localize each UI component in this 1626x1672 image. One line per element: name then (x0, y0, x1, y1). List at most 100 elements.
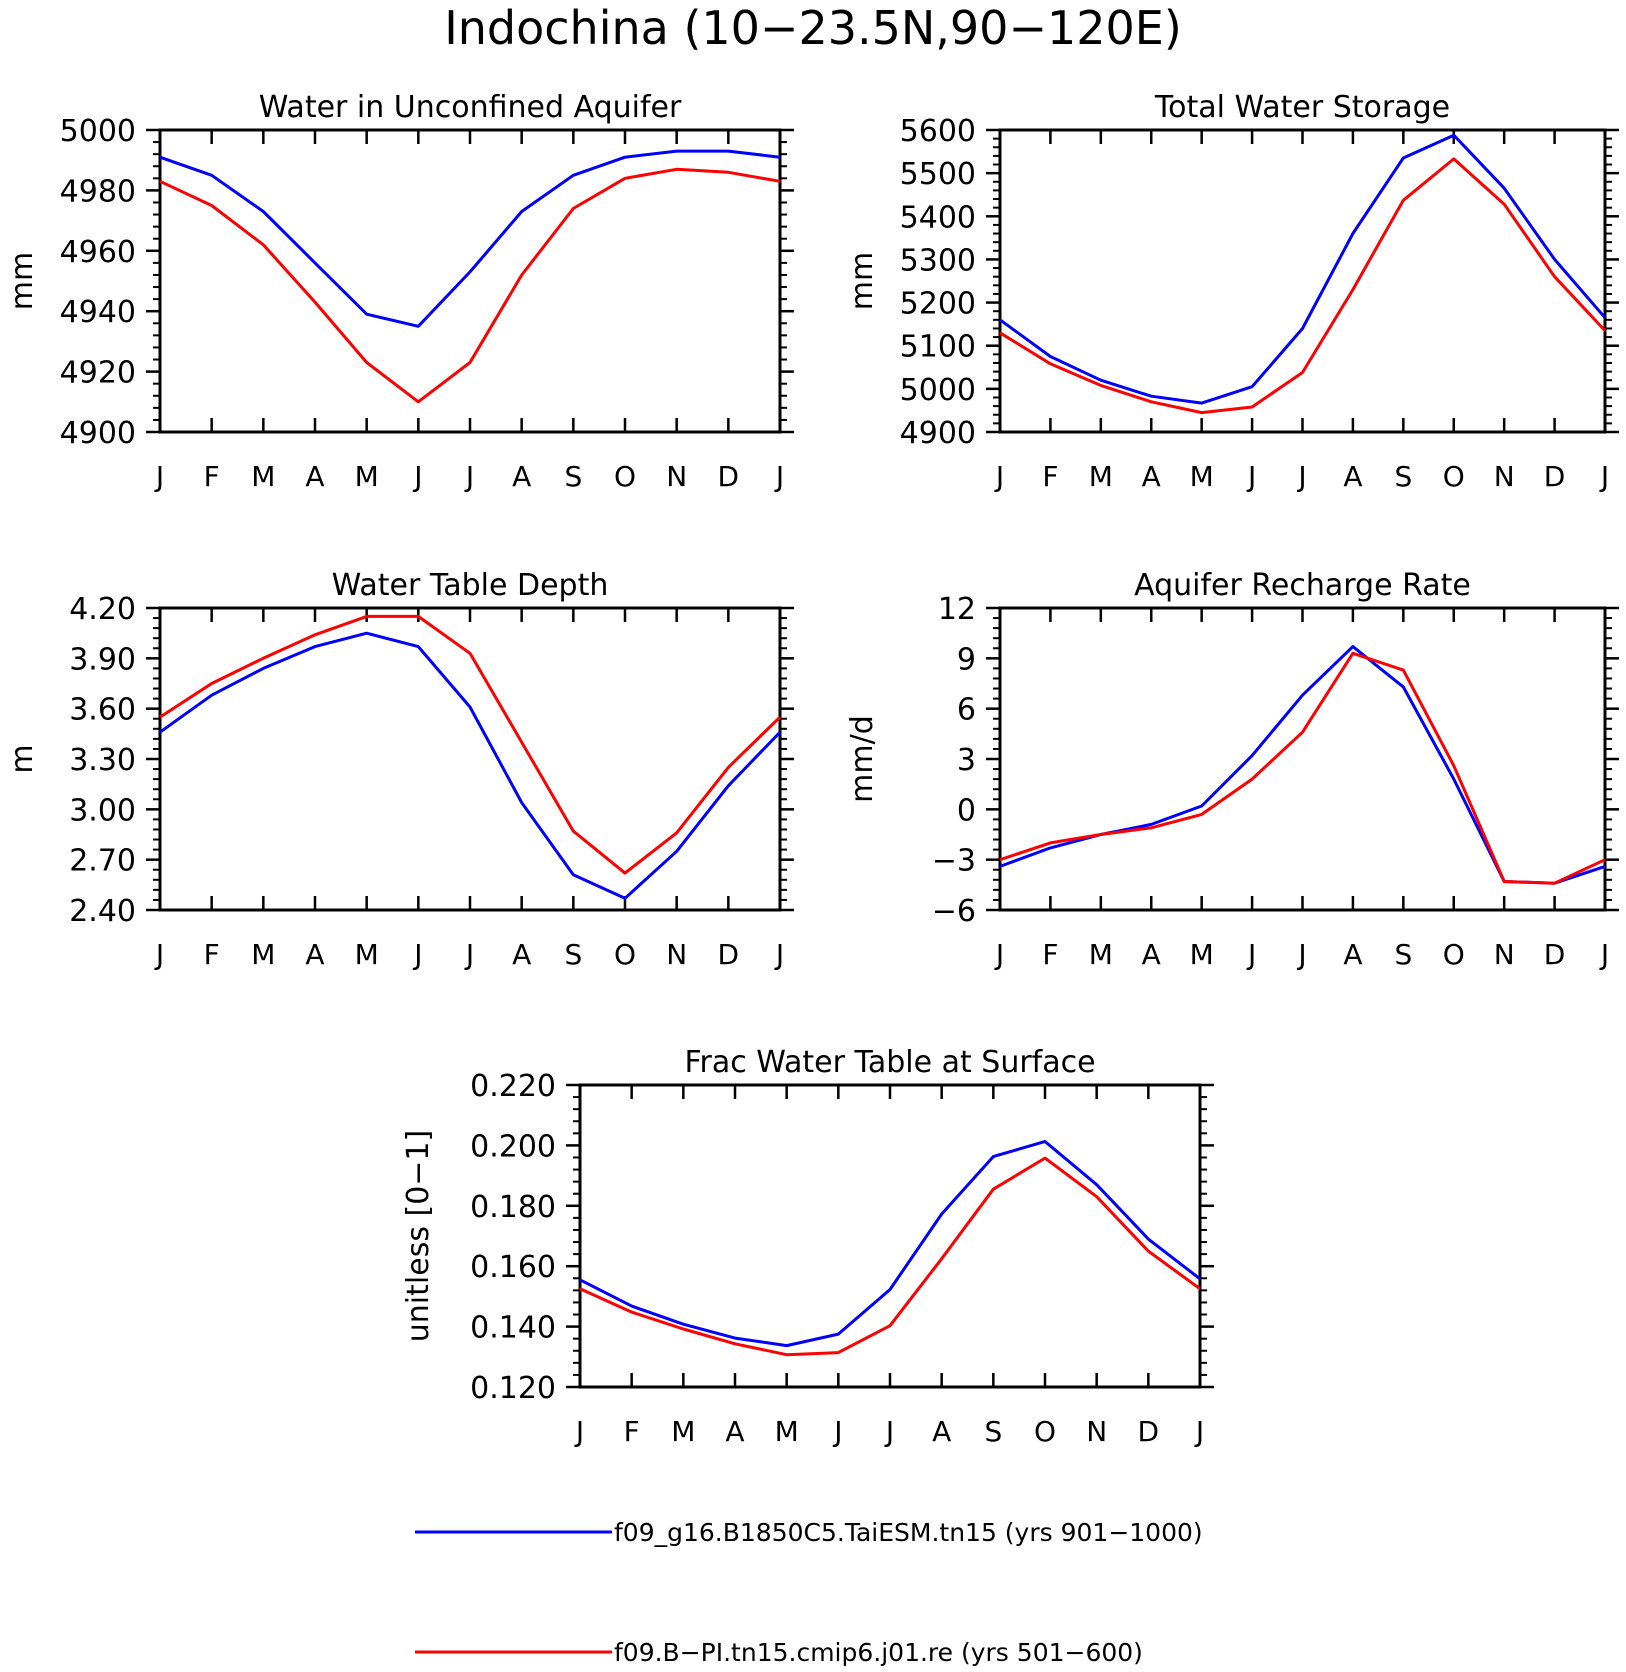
x-tick-label: F (1042, 938, 1058, 971)
series-line-2 (579, 1156, 1201, 1357)
y-tick-label: 4960 (60, 235, 136, 270)
y-axis-label: mm (5, 252, 40, 310)
series-line-2 (999, 651, 1606, 885)
x-tick-label: A (305, 938, 324, 971)
y-axis-label: unitless [0−1] (401, 1130, 436, 1342)
x-tick-label: A (1343, 460, 1362, 493)
x-tick-label: J (154, 938, 164, 971)
panel-title: Water in Unconfined Aquifer (259, 90, 682, 125)
x-tick-label: J (1194, 1415, 1204, 1448)
x-tick-label: N (1086, 1415, 1107, 1448)
x-tick-label: A (512, 938, 531, 971)
y-tick-label: 0.220 (470, 1069, 556, 1104)
x-tick-label: J (412, 938, 422, 971)
y-tick-label: 3.30 (69, 743, 136, 778)
x-tick-label: A (305, 460, 324, 493)
y-axis-label: mm (845, 252, 880, 310)
x-tick-label: A (725, 1415, 744, 1448)
y-tick-label: 0.160 (470, 1250, 556, 1285)
x-tick-label: J (154, 460, 164, 493)
x-tick-label: J (1296, 460, 1306, 493)
x-tick-label: D (718, 938, 740, 971)
y-tick-label: 5300 (900, 243, 976, 278)
y-tick-label: 0 (957, 793, 976, 828)
x-tick-label: O (1034, 1415, 1056, 1448)
panel-title: Aquifer Recharge Rate (1134, 568, 1471, 603)
x-tick-label: M (671, 1415, 695, 1448)
x-tick-label: D (1544, 938, 1566, 971)
x-tick-label: J (832, 1415, 842, 1448)
plot-frame (998, 606, 1607, 912)
x-tick-label: M (1190, 460, 1214, 493)
x-tick-label: M (1089, 460, 1113, 493)
panel-title: Frac Water Table at Surface (684, 1045, 1095, 1080)
x-tick-label: N (1494, 938, 1515, 971)
x-tick-label: J (774, 938, 784, 971)
y-tick-label: 4900 (60, 416, 136, 451)
y-tick-label: 0.180 (470, 1190, 556, 1225)
series-line-2 (159, 167, 781, 404)
x-tick-label: J (464, 460, 474, 493)
x-tick-label: A (932, 1415, 951, 1448)
series-line-1 (579, 1140, 1201, 1348)
plot-frame (998, 128, 1607, 434)
legend: f09_g16.B1850C5.TaiESM.tn15 (yrs 901−100… (415, 1518, 1203, 1667)
x-tick-label: M (355, 938, 379, 971)
x-tick-label: N (666, 938, 687, 971)
y-tick-label: 5600 (900, 114, 976, 149)
x-tick-label: N (1494, 460, 1515, 493)
series-line-1 (159, 631, 782, 900)
legend-label: f09_g16.B1850C5.TaiESM.tn15 (yrs 901−100… (614, 1518, 1203, 1547)
y-tick-label: 5500 (900, 157, 976, 192)
series-line-1 (159, 149, 781, 328)
x-tick-label: D (1544, 460, 1566, 493)
legend-item: f09.B−PI.tn15.cmip6.j01.re (yrs 501−600) (415, 1638, 1143, 1667)
x-tick-label: M (1089, 938, 1113, 971)
x-tick-label: A (1142, 460, 1161, 493)
y-tick-label: 5000 (60, 114, 136, 149)
panel-title: Water Table Depth (332, 568, 609, 603)
x-tick-label: O (614, 938, 636, 971)
x-tick-label: M (251, 460, 275, 493)
x-tick-label: F (204, 460, 220, 493)
x-tick-label: A (512, 460, 531, 493)
x-tick-label: J (884, 1415, 894, 1448)
x-tick-label: O (1443, 938, 1465, 971)
panel-title: Total Water Storage (1154, 90, 1450, 125)
series-line-2 (999, 157, 1607, 415)
y-tick-label: 5100 (900, 330, 976, 365)
y-tick-label: 4920 (60, 356, 136, 391)
y-tick-label: 4940 (60, 295, 136, 330)
x-tick-label: D (718, 460, 740, 493)
x-tick-label: J (1246, 460, 1256, 493)
x-tick-label: J (994, 460, 1004, 493)
x-tick-label: O (1443, 460, 1465, 493)
x-tick-label: J (1599, 938, 1609, 971)
plot-frame (158, 128, 782, 434)
x-tick-label: D (1138, 1415, 1160, 1448)
x-tick-label: J (1296, 938, 1306, 971)
y-tick-label: 5400 (900, 200, 976, 235)
y-tick-label: 6 (957, 693, 976, 728)
plot-frame (578, 1083, 1202, 1389)
x-tick-label: M (355, 460, 379, 493)
x-tick-label: N (666, 460, 687, 493)
x-tick-label: F (204, 938, 220, 971)
y-tick-label: 3.60 (69, 693, 136, 728)
series-line-1 (999, 133, 1607, 405)
y-tick-label: 4.20 (69, 592, 136, 627)
x-tick-label: M (1190, 938, 1214, 971)
y-tick-label: 3 (957, 743, 976, 778)
x-tick-label: S (1394, 460, 1412, 493)
x-tick-label: M (775, 1415, 799, 1448)
y-tick-label: 4900 (900, 416, 976, 451)
y-tick-label: 2.40 (69, 894, 136, 929)
y-tick-label: −6 (932, 894, 976, 929)
y-tick-label: 3.00 (69, 793, 136, 828)
